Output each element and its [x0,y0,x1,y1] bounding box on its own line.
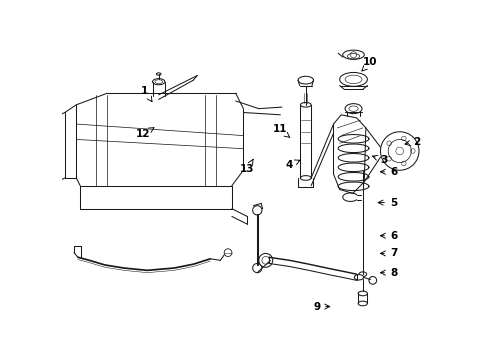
Text: 10: 10 [362,58,378,71]
Ellipse shape [300,103,311,107]
Ellipse shape [300,176,311,180]
Ellipse shape [345,104,362,114]
Ellipse shape [354,275,364,280]
Circle shape [369,276,377,284]
Text: 2: 2 [405,137,420,147]
Text: 8: 8 [380,268,397,278]
Text: 13: 13 [240,159,254,175]
Text: 4: 4 [286,160,300,170]
Circle shape [381,132,419,170]
Text: 6: 6 [380,167,397,177]
Circle shape [259,253,273,267]
Ellipse shape [152,78,165,85]
Ellipse shape [358,291,368,296]
Text: 1: 1 [141,86,152,102]
Text: 6: 6 [380,231,397,241]
Text: 9: 9 [313,302,330,311]
Text: 11: 11 [272,125,290,138]
Ellipse shape [343,125,365,131]
Ellipse shape [340,72,368,86]
Ellipse shape [358,301,368,306]
Circle shape [396,147,404,155]
Ellipse shape [343,50,365,59]
Text: 3: 3 [372,155,388,165]
Text: 7: 7 [380,248,397,258]
Ellipse shape [298,76,314,84]
Text: 5: 5 [378,198,397,208]
Circle shape [253,206,262,215]
Polygon shape [334,115,366,193]
Ellipse shape [359,272,367,276]
Circle shape [224,249,232,256]
Circle shape [253,264,262,273]
Text: 12: 12 [136,128,154,139]
